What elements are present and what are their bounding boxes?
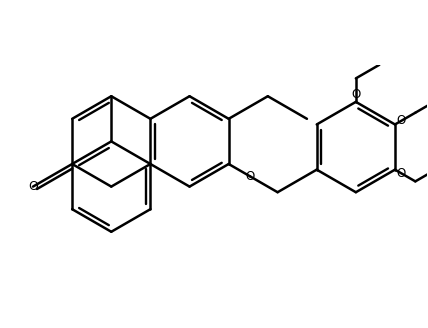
Text: O: O [351,88,360,101]
Text: O: O [397,167,406,180]
Text: O: O [397,114,406,127]
Text: O: O [246,170,255,183]
Text: O: O [28,180,38,193]
